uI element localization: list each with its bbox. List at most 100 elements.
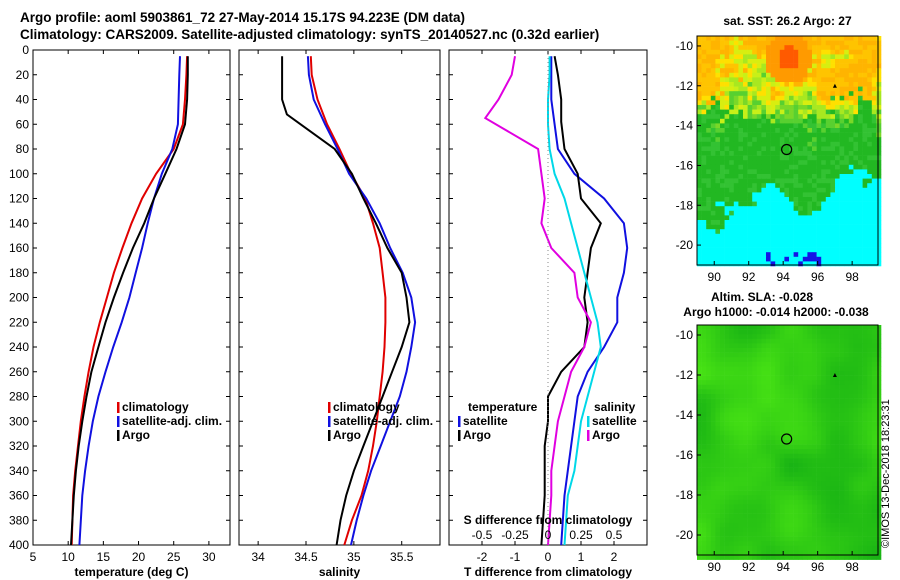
sla_map-previous-position-marker (832, 373, 837, 377)
sst_map-cell (784, 220, 790, 225)
temperature-axes-box (32, 49, 231, 546)
sla_map-cell (858, 536, 863, 542)
sst_map-cell (853, 36, 859, 41)
sst_map-cell (816, 86, 822, 92)
sla_map-cell (720, 490, 725, 496)
sla_map-cell (867, 352, 873, 358)
sla_map-cell (775, 325, 781, 330)
sst_map-cell (839, 54, 845, 60)
sst_map-cell (747, 206, 753, 212)
sst_map-cell (756, 215, 762, 221)
sst_map-cell (839, 151, 845, 156)
differences-xlabel: T difference from climatology (464, 565, 632, 579)
sla_map-cell (743, 357, 748, 363)
sst_map-cell (766, 54, 771, 60)
sla_map-cell (706, 343, 712, 349)
sla_map-cell (816, 357, 822, 363)
sst_map-cell (844, 63, 850, 69)
sst_map-cell (775, 40, 781, 46)
sst_map-cell (779, 86, 785, 92)
sst_map-cell (876, 233, 882, 239)
sst_map-cell (844, 224, 850, 230)
sla_map-cell (706, 403, 712, 409)
sla_map-cell (862, 476, 868, 482)
sst_map-cell (710, 59, 716, 64)
sla_map-cell (738, 430, 744, 436)
sla_map-cell (844, 426, 850, 432)
sst_map-cell (729, 155, 735, 161)
sst_map-cell (821, 206, 827, 212)
sst_map-cell (747, 77, 753, 83)
sst_map-cell (747, 68, 753, 74)
sst_map-cell (839, 187, 845, 193)
sla_map-cell (876, 463, 882, 468)
sst_map-cell (701, 40, 707, 46)
sla_map-cell (876, 444, 882, 450)
sla_map-cell (706, 527, 712, 533)
sla_map-cell (770, 357, 776, 363)
sla_map-cell (821, 407, 827, 413)
sst_map-cell (812, 118, 817, 124)
sst_map-cell (729, 215, 735, 221)
sst_map-cell (876, 174, 882, 179)
sla_map-cell (858, 504, 863, 510)
sla_map-cell (706, 329, 712, 335)
sst_map-cell (858, 201, 863, 207)
sst_map-cell (798, 174, 804, 179)
sst_map-cell (710, 256, 716, 262)
sst_map-cell (761, 63, 767, 69)
sst_map-cell (848, 256, 854, 262)
sst_map-cell (706, 238, 712, 244)
sst_map-cell (802, 100, 808, 106)
sst_map-cell (807, 54, 813, 60)
sla_map-cell (775, 472, 781, 478)
sla_map-cell (724, 334, 730, 340)
sla_map-cell (848, 348, 854, 353)
sst_map-cell (715, 201, 721, 207)
sla_map-cell (858, 375, 863, 381)
sla_map-cell (862, 435, 868, 441)
sst_map-cell (812, 63, 817, 69)
sst_map-cell (871, 54, 877, 60)
sla_map-cell (710, 403, 716, 409)
sst_map-cell (747, 201, 753, 207)
sst_map-cell (844, 169, 850, 175)
sla_map-cell (821, 518, 827, 524)
sla_map-cell (733, 412, 739, 418)
sla_map-cell (802, 375, 808, 381)
sst_map-cell (743, 215, 748, 221)
sst_map-cell (756, 201, 762, 207)
sst_map-cell (867, 141, 873, 147)
sst_map-cell (738, 137, 744, 143)
sst_map-cell (710, 247, 716, 253)
sst_map-cell (862, 105, 868, 110)
sst_map-cell (844, 178, 850, 184)
diff-right-legend-label: Argo (592, 428, 620, 442)
sla_map-cell (871, 550, 877, 556)
sla_map-cell (848, 444, 854, 450)
sst_map-cell (793, 100, 799, 106)
sst_map-cell (784, 146, 790, 152)
sla_map-cell (784, 352, 790, 358)
sst_map-cell (848, 206, 854, 212)
sla_map-cell (710, 352, 716, 358)
sst_map-cell (761, 146, 767, 152)
sla_map-cell (770, 334, 776, 340)
sla_map-cell (812, 325, 817, 330)
sla_map-cell (821, 440, 827, 445)
sla_map-cell (821, 329, 827, 335)
sla_map-cell (766, 426, 771, 432)
sst_map-cell (766, 155, 771, 161)
sst_map-cell (706, 100, 712, 106)
sla_map-cell (775, 545, 781, 551)
sst_map-cell (848, 151, 854, 156)
sla_map-cell (830, 453, 836, 459)
sst_map-cell (743, 243, 748, 248)
sst_map-cell (830, 178, 836, 184)
sla_map-cell (793, 412, 799, 418)
sla_map-cell (876, 449, 882, 455)
sla_map-cell (793, 550, 799, 556)
sst_map-cell (770, 95, 776, 101)
sla_map-cell (701, 532, 707, 537)
sla_map-xtick-label: 94 (777, 560, 791, 574)
